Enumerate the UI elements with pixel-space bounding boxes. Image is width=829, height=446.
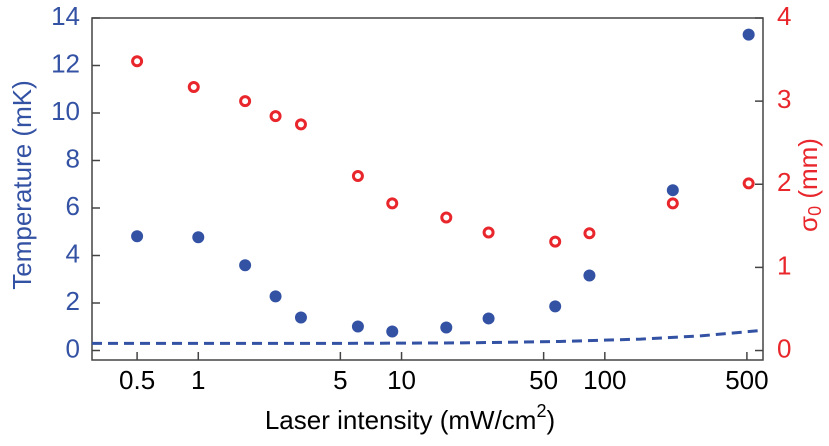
data-point <box>742 177 755 190</box>
dashed-line <box>92 328 764 345</box>
y-tick-label: 6 <box>66 191 80 221</box>
y-tick-label: 0 <box>66 333 80 363</box>
data-point <box>269 290 282 303</box>
data-point <box>482 226 495 239</box>
x-label-part: Laser intensity (mW/cm <box>265 405 537 435</box>
x-tick-label: 500 <box>725 365 768 395</box>
y-axis-label: Temperature (mK) <box>7 80 37 290</box>
data-point <box>482 312 495 325</box>
data-point <box>351 320 364 333</box>
y-tick-label: 4 <box>66 238 80 268</box>
y2-tick-label: 4 <box>777 1 791 31</box>
data-point <box>187 80 200 93</box>
y-tick-label: 14 <box>51 1 80 31</box>
data-point <box>294 118 307 131</box>
x-label-part: ) <box>546 405 555 435</box>
plot-frame <box>91 17 764 361</box>
y2-label-part: σ <box>793 216 823 232</box>
data-point <box>239 95 252 108</box>
y2-tick-label: 3 <box>777 84 791 114</box>
x-label-part: 2 <box>536 401 546 421</box>
data-point <box>294 311 307 324</box>
y2-label-part: (mm) <box>793 138 823 206</box>
y2-tick-label: 0 <box>777 333 791 363</box>
data-point <box>440 321 453 334</box>
x-tick-label: 100 <box>583 365 626 395</box>
data-point <box>549 235 562 248</box>
data-point <box>239 259 252 272</box>
y2-axis-label: σ0 (mm) <box>793 138 825 232</box>
y2-tick-label: 1 <box>777 250 791 280</box>
y-tick-label: 8 <box>66 143 80 173</box>
data-point <box>583 227 596 240</box>
data-point <box>131 55 144 68</box>
data-point <box>192 231 205 244</box>
data-point <box>351 169 364 182</box>
y2-tick-label: 2 <box>777 167 791 197</box>
data-point <box>386 325 399 338</box>
x-tick-label: 1 <box>191 365 205 395</box>
x-tick-label: 10 <box>387 365 416 395</box>
data-point <box>131 230 144 243</box>
data-point <box>269 110 282 123</box>
data-point <box>666 184 679 197</box>
data-point <box>549 300 562 313</box>
data-point <box>386 197 399 210</box>
x-tick-label: 0.5 <box>119 365 155 395</box>
data-point <box>440 211 453 224</box>
x-tick-label: 5 <box>333 365 347 395</box>
x-axis-label: Laser intensity (mW/cm2) <box>265 401 555 435</box>
y-tick-label: 12 <box>51 48 80 78</box>
data-point <box>583 269 596 282</box>
y2-label-part: 0 <box>805 206 825 216</box>
data-point <box>742 28 755 41</box>
y-tick-label: 10 <box>51 96 80 126</box>
x-tick-label: 50 <box>529 365 558 395</box>
y-tick-label: 2 <box>66 286 80 316</box>
data-point <box>666 197 679 210</box>
